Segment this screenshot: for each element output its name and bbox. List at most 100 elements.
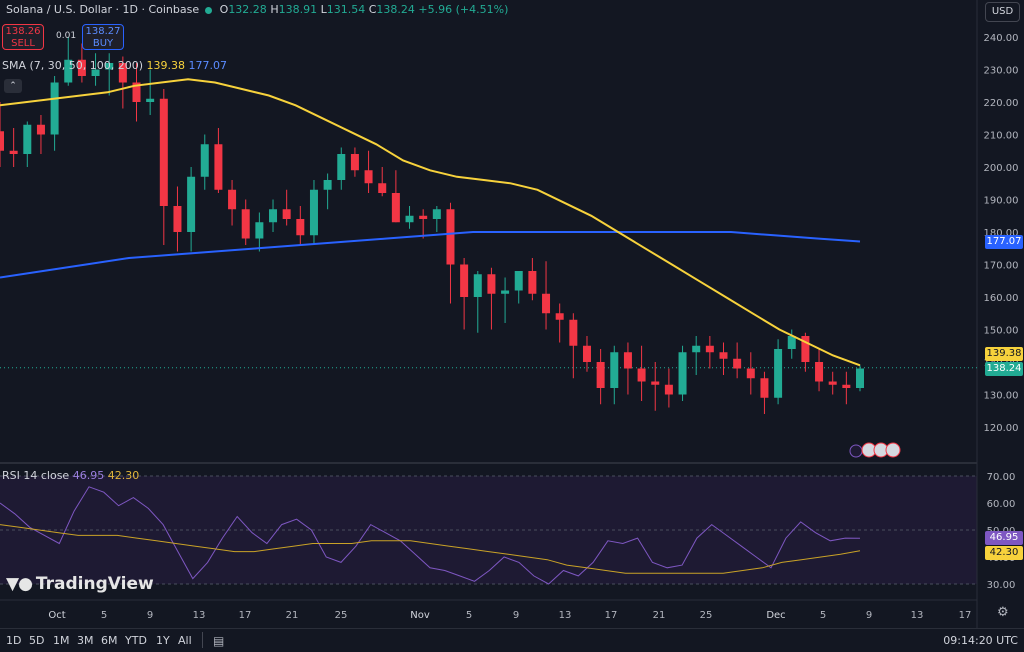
candle-body xyxy=(228,189,237,210)
rsi-tick-label: 60.00 xyxy=(987,499,1016,510)
price-chart[interactable]: 240.00 230.00 220.00 210.00 200.00 190.00 180.… xyxy=(0,0,1024,628)
symbol-header[interactable]: Solana / U.S. Dollar · 1D · Coinbase O13… xyxy=(6,3,508,16)
sma-legend[interactable]: SMA (7, 30, 50, 100, 200) 139.38 177.07 xyxy=(2,59,227,72)
candle-body xyxy=(9,150,18,154)
candles xyxy=(0,37,864,414)
price-tick-label: 150.00 xyxy=(984,326,1019,337)
calendar-range-icon[interactable]: ▤ xyxy=(213,634,225,648)
candle-body xyxy=(146,98,155,102)
price-tick-label: 200.00 xyxy=(984,163,1019,174)
candle-body xyxy=(582,345,591,362)
candle-body xyxy=(746,368,755,379)
timeframe-1y[interactable]: 1Y xyxy=(156,634,170,647)
time-tick-label: 17 xyxy=(605,610,618,621)
symbol-title[interactable]: Solana / U.S. Dollar · 1D · Coinbase xyxy=(6,3,200,16)
last-price-tag: 138.24 xyxy=(985,362,1023,376)
clock[interactable]: 09:14:20 UTC xyxy=(943,634,1018,647)
time-tick-label: 9 xyxy=(513,610,519,621)
candle-body xyxy=(309,189,318,236)
sma-slow-price-tag: 177.07 xyxy=(985,235,1023,249)
time-axis-labels: Oct 5 9 13 17 21 25 Nov 5 9 13 17 21 25 Dec 5 9 13 17 xyxy=(48,610,971,621)
candle-body xyxy=(842,384,851,388)
rsi-legend[interactable]: RSI 14 close 46.95 42.30 xyxy=(2,469,139,482)
close-value: 138.24 xyxy=(376,3,415,16)
candle-body xyxy=(760,378,769,398)
buy-label: BUY xyxy=(92,38,114,49)
buy-price: 138.27 xyxy=(85,26,121,37)
price-tick-label: 180.00 xyxy=(984,228,1019,239)
candle-body xyxy=(610,352,619,388)
sma-slow-line xyxy=(0,231,861,279)
candle-body xyxy=(705,345,714,353)
candle-body xyxy=(118,63,127,83)
candle-body xyxy=(159,98,168,206)
candle-body xyxy=(364,170,373,184)
candle-body xyxy=(733,358,742,369)
change-value: +5.96 (+4.51%) xyxy=(418,3,509,16)
timeframe-ytd[interactable]: YTD xyxy=(125,634,147,647)
timeframe-1d[interactable]: 1D xyxy=(6,634,22,647)
candle-body xyxy=(473,274,482,297)
rsi-value: 46.95 xyxy=(72,469,105,482)
sma-fast-value: 139.38 xyxy=(146,59,186,72)
timeframe-5d[interactable]: 5D xyxy=(29,634,45,647)
rsi-ma-price-tag: 42.30 xyxy=(985,546,1023,560)
candle-body xyxy=(432,209,441,219)
gear-icon[interactable]: ⚙ xyxy=(997,605,1009,620)
candle-body xyxy=(446,209,455,265)
price-tick-label: 230.00 xyxy=(984,66,1019,77)
candle-body xyxy=(64,59,73,83)
candle-body xyxy=(828,381,837,385)
timeframe-6m[interactable]: 6M xyxy=(101,634,118,647)
rsi-ma-line xyxy=(0,524,861,574)
rsi-label: RSI 14 close xyxy=(2,469,70,482)
candle-body xyxy=(678,352,687,395)
candle-body xyxy=(569,319,578,346)
candle-body xyxy=(514,271,523,291)
chevron-up-icon[interactable]: ⌃ xyxy=(4,79,22,93)
low-value: 131.54 xyxy=(326,3,366,16)
candle-body xyxy=(801,336,810,362)
candle-body xyxy=(255,222,264,239)
timeframe-1m[interactable]: 1M xyxy=(53,634,70,647)
sell-button[interactable]: 138.26 SELL xyxy=(2,24,44,50)
lightning-badge-icon[interactable] xyxy=(849,444,863,458)
sma-label: SMA (7, 30, 50, 100, 200) xyxy=(2,59,144,72)
price-tick-label: 220.00 xyxy=(984,98,1019,109)
candle-body xyxy=(719,352,728,359)
time-tick-label: 9 xyxy=(147,610,153,621)
tradingview-logo[interactable]: ▼● TradingView xyxy=(6,574,154,594)
toolbar-divider xyxy=(202,632,203,648)
event-badges[interactable] xyxy=(849,442,901,458)
candle-body xyxy=(542,293,551,314)
time-tick-label: 5 xyxy=(820,610,826,621)
candle-body xyxy=(23,124,32,154)
open-value: 132.28 xyxy=(228,3,267,16)
sell-price: 138.26 xyxy=(5,26,41,37)
moving-averages xyxy=(0,78,861,585)
time-tick-label: 25 xyxy=(700,610,713,621)
time-tick-label: 13 xyxy=(911,610,924,621)
candle-body xyxy=(77,59,86,76)
candle-body xyxy=(787,336,796,349)
spread-value: 0.01 xyxy=(56,31,77,41)
candle-body xyxy=(651,381,660,385)
candle-body xyxy=(241,209,250,239)
time-tick-label: Dec xyxy=(766,610,785,621)
market-open-icon xyxy=(205,6,213,14)
rsi-ma-value: 42.30 xyxy=(107,469,140,482)
price-tick-label: 170.00 xyxy=(984,261,1019,272)
candle-body xyxy=(378,183,387,193)
candle-body xyxy=(528,271,537,294)
timeframe-3m[interactable]: 3M xyxy=(77,634,94,647)
time-tick-label: 25 xyxy=(335,610,348,621)
candle-body xyxy=(269,209,278,223)
candle-body xyxy=(0,131,4,151)
candle-body xyxy=(296,219,305,236)
rsi-tick-label: 30.00 xyxy=(987,580,1016,591)
buy-button[interactable]: 138.27 BUY xyxy=(82,24,124,50)
timeframe-all[interactable]: All xyxy=(178,634,192,647)
time-tick-label: 13 xyxy=(193,610,206,621)
currency-selector[interactable]: USD xyxy=(985,2,1020,22)
flag-badge-icon[interactable] xyxy=(885,442,901,458)
